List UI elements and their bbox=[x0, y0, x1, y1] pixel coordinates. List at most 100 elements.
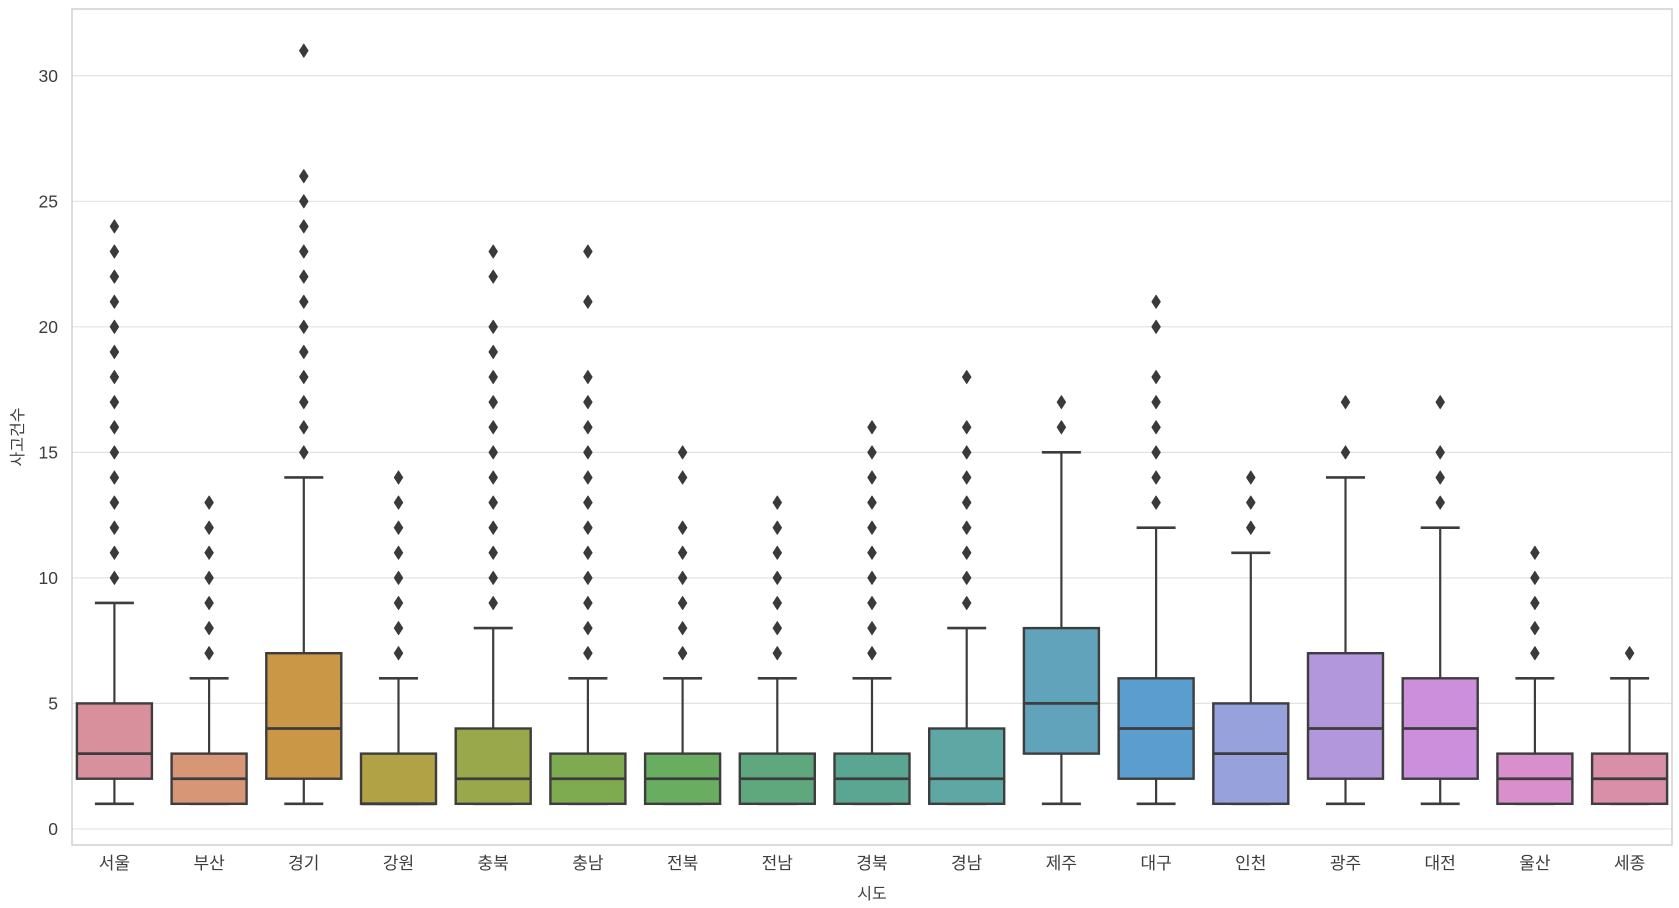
outlier-point bbox=[488, 420, 498, 435]
outlier-point bbox=[1340, 445, 1351, 460]
outlier-point bbox=[488, 244, 498, 259]
x-tick-label-16: 세종 bbox=[1614, 854, 1645, 873]
outlier-point bbox=[299, 244, 309, 259]
x-tick-label-7: 전남 bbox=[762, 854, 794, 873]
outlier-point bbox=[299, 219, 309, 234]
outlier-point bbox=[1530, 570, 1540, 585]
outlier-point bbox=[772, 520, 782, 535]
outlier-point bbox=[299, 445, 309, 460]
outlier-point bbox=[109, 219, 120, 234]
outlier-point bbox=[867, 595, 877, 610]
x-tick-label-11: 대구 bbox=[1140, 854, 1171, 873]
outlier-point bbox=[299, 43, 309, 58]
outlier-point bbox=[299, 370, 309, 385]
outlier-point bbox=[299, 395, 309, 410]
x-tick-label-13: 광주 bbox=[1330, 854, 1361, 873]
outlier-point bbox=[393, 621, 404, 636]
outlier-point bbox=[867, 520, 877, 535]
outlier-point bbox=[583, 545, 593, 560]
outlier-point bbox=[1151, 470, 1161, 485]
outlier-point bbox=[488, 545, 498, 560]
outlier-point bbox=[393, 520, 404, 535]
outlier-point bbox=[772, 595, 782, 610]
x-tick-label-2: 경기 bbox=[288, 854, 319, 873]
outlier-point bbox=[962, 520, 972, 535]
box-group-1 bbox=[170, 495, 248, 806]
outlier-point bbox=[677, 595, 688, 610]
outlier-point bbox=[867, 420, 877, 435]
outlier-point bbox=[962, 595, 972, 610]
outlier-point bbox=[109, 420, 120, 435]
box-group-11 bbox=[1117, 294, 1195, 806]
outlier-point bbox=[109, 319, 120, 334]
outlier-point bbox=[299, 269, 309, 284]
outlier-point bbox=[1246, 495, 1256, 510]
outlier-point bbox=[204, 545, 214, 560]
outlier-point bbox=[109, 269, 120, 284]
y-tick-label-5: 5 bbox=[48, 693, 58, 713]
outlier-point bbox=[772, 495, 782, 510]
outlier-point bbox=[677, 445, 688, 460]
outlier-point bbox=[962, 420, 972, 435]
y-axis-label: 사고건수 bbox=[10, 407, 27, 467]
outlier-point bbox=[583, 646, 593, 661]
outlier-point bbox=[1435, 445, 1445, 460]
outlier-point bbox=[109, 520, 120, 535]
y-tick-label-20: 20 bbox=[39, 317, 59, 337]
outlier-point bbox=[109, 470, 120, 485]
outlier-point bbox=[488, 370, 498, 385]
outlier-point bbox=[299, 294, 309, 309]
outlier-point bbox=[393, 545, 404, 560]
box-group-6 bbox=[643, 445, 722, 806]
outlier-point bbox=[1151, 420, 1161, 435]
x-tick-label-10: 제주 bbox=[1046, 854, 1077, 873]
outlier-point bbox=[393, 646, 404, 661]
box-group-10 bbox=[1022, 395, 1101, 806]
outlier-point bbox=[1151, 395, 1161, 410]
outlier-point bbox=[772, 646, 782, 661]
outlier-point bbox=[962, 370, 972, 385]
outlier-point bbox=[583, 445, 593, 460]
outlier-point bbox=[1530, 646, 1540, 661]
outlier-point bbox=[109, 570, 120, 585]
outlier-point bbox=[677, 621, 688, 636]
outlier-point bbox=[204, 570, 214, 585]
outlier-point bbox=[1530, 621, 1540, 636]
x-tick-label-1: 부산 bbox=[193, 854, 225, 873]
box-group-16 bbox=[1590, 646, 1669, 806]
outlier-point bbox=[299, 420, 309, 435]
outlier-point bbox=[867, 445, 877, 460]
outlier-point bbox=[583, 370, 593, 385]
x-tick-label-12: 인천 bbox=[1235, 854, 1266, 873]
outlier-point bbox=[109, 495, 120, 510]
box-rect bbox=[1306, 651, 1385, 780]
outlier-point bbox=[1530, 545, 1540, 560]
outlier-point bbox=[583, 520, 593, 535]
outlier-point bbox=[677, 520, 688, 535]
outlier-point bbox=[867, 570, 877, 585]
outlier-point bbox=[962, 495, 972, 510]
outlier-point bbox=[488, 570, 498, 585]
outlier-point bbox=[488, 595, 498, 610]
outlier-point bbox=[204, 646, 214, 661]
x-tick-label-4: 충북 bbox=[478, 854, 509, 873]
plot-border bbox=[71, 8, 1673, 846]
outlier-point bbox=[109, 370, 120, 385]
box-group-3 bbox=[359, 470, 438, 806]
box-rect bbox=[454, 727, 532, 806]
outlier-point bbox=[1246, 520, 1256, 535]
outlier-point bbox=[962, 570, 972, 585]
outlier-point bbox=[488, 269, 498, 284]
outlier-point bbox=[488, 344, 498, 359]
x-tick-label-9: 경남 bbox=[951, 854, 983, 873]
box-group-0 bbox=[75, 219, 154, 806]
outlier-point bbox=[393, 595, 404, 610]
outlier-point bbox=[488, 470, 498, 485]
outlier-point bbox=[1151, 370, 1161, 385]
outlier-point bbox=[393, 470, 404, 485]
outlier-point bbox=[962, 445, 972, 460]
box-rect bbox=[928, 727, 1006, 806]
y-tick-label-25: 25 bbox=[39, 191, 58, 211]
outlier-point bbox=[583, 595, 593, 610]
outlier-point bbox=[488, 520, 498, 535]
